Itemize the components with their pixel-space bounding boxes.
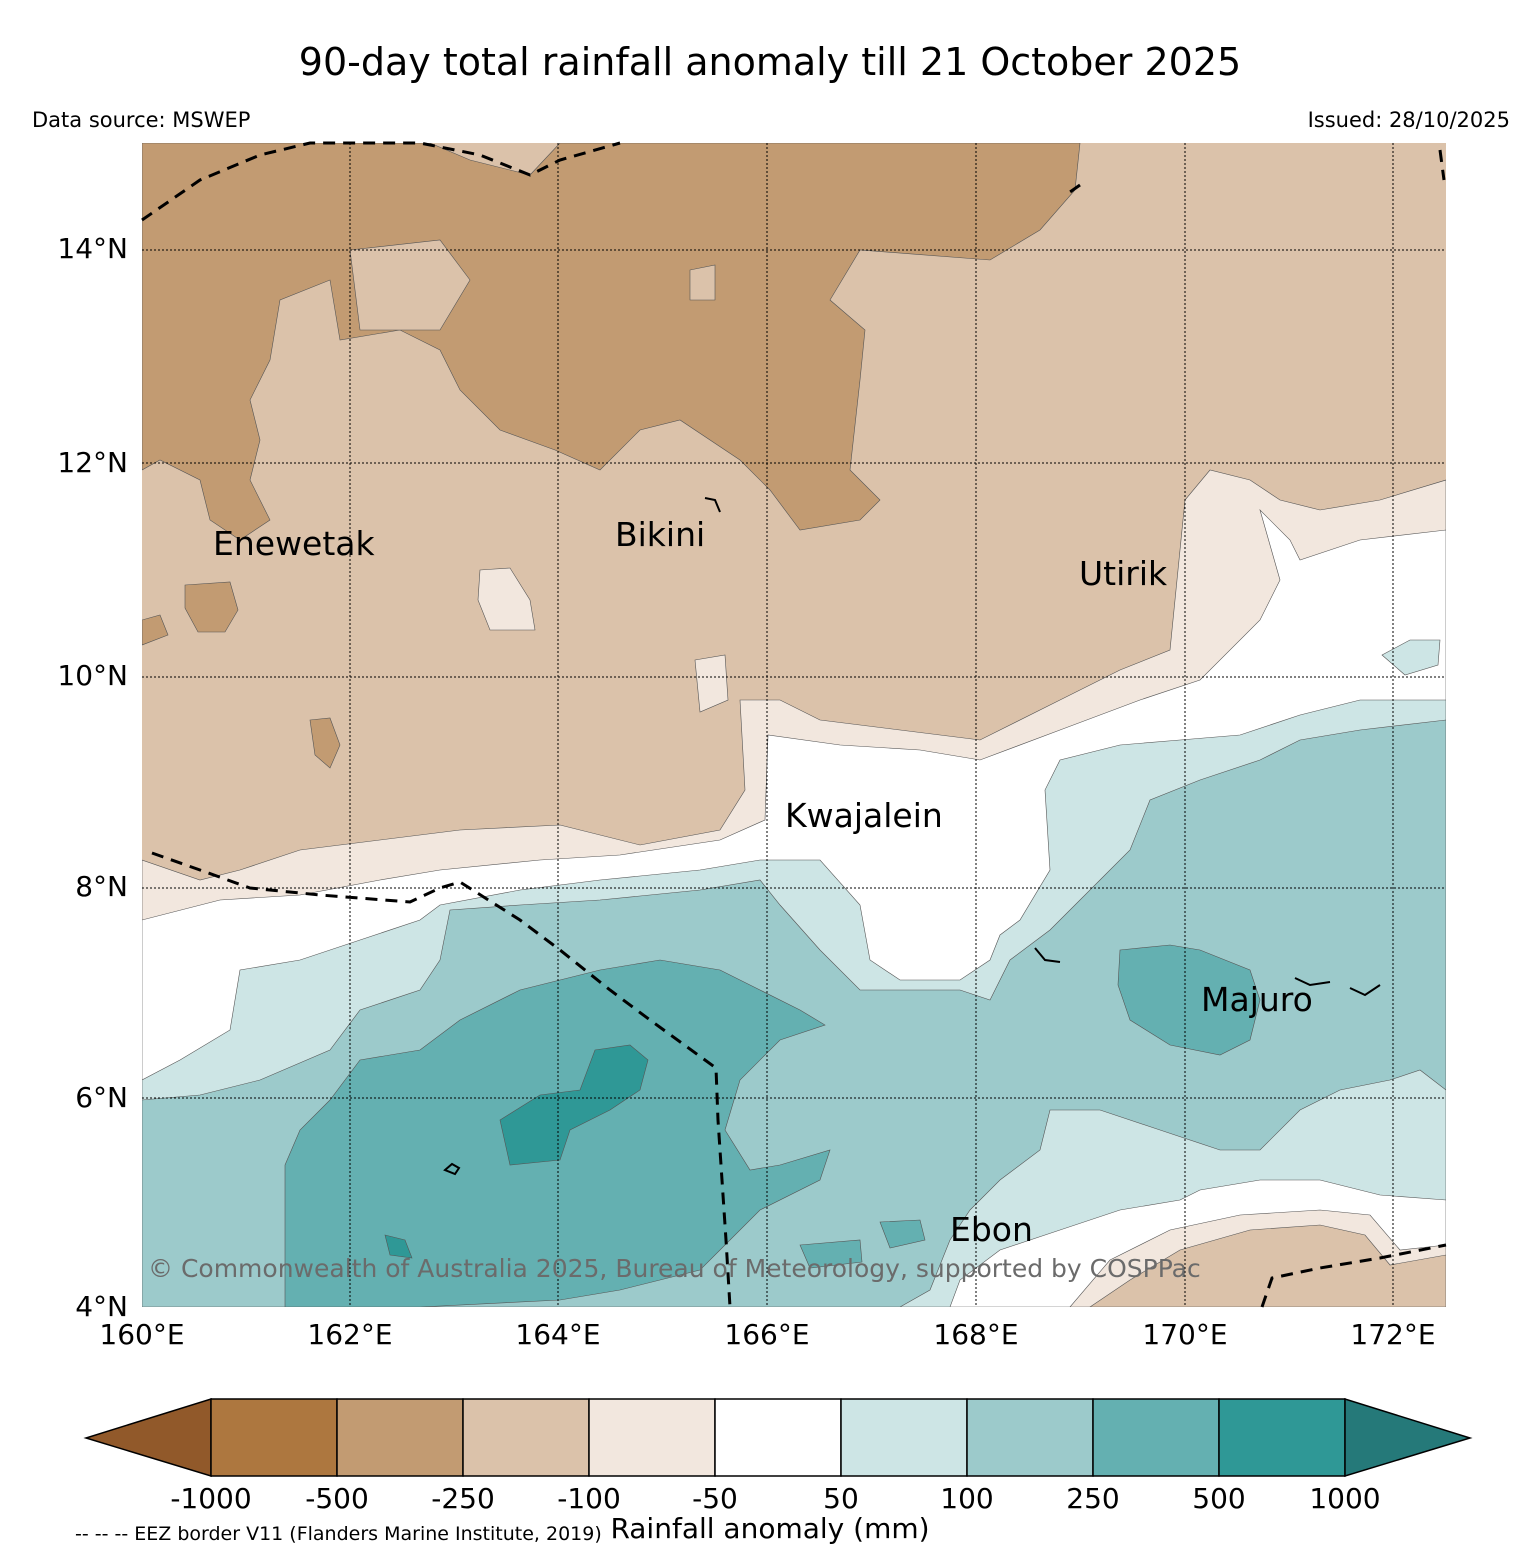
lon-label: 162°E xyxy=(307,1318,393,1351)
chart-title: 90-day total rainfall anomaly till 21 Oc… xyxy=(298,40,1242,84)
lon-label: 166°E xyxy=(724,1318,810,1351)
place-label-enewetak: Enewetak xyxy=(213,524,375,563)
anomaly-band-pos250-pos500 xyxy=(799,1239,863,1269)
colorbar xyxy=(83,1397,1473,1478)
anomaly-band-neg250-neg100 xyxy=(689,264,716,301)
anomaly-band-neg500-neg250 xyxy=(142,614,169,646)
place-label-ebon: Ebon xyxy=(950,1210,1033,1249)
colorbar-tick: -50 xyxy=(692,1482,738,1515)
lon-label: 164°E xyxy=(515,1318,601,1351)
colorbar-swatch xyxy=(966,1398,1094,1477)
colorbar-tick: -500 xyxy=(305,1482,369,1515)
lat-label: 6°N xyxy=(75,1081,128,1114)
data-source-note: Data source: MSWEP xyxy=(32,108,251,132)
lon-label: 170°E xyxy=(1142,1318,1228,1351)
place-label-bikini: Bikini xyxy=(615,515,706,554)
colorbar-swatch xyxy=(462,1398,590,1477)
anomaly-band-neg500-neg250 xyxy=(184,581,239,633)
colorbar-tick: -100 xyxy=(557,1482,621,1515)
place-label-kwajalein: Kwajalein xyxy=(785,796,943,835)
anomaly-band-neg250-neg100 xyxy=(349,239,471,331)
colorbar-tick: -250 xyxy=(431,1482,495,1515)
anomaly-band-neg250-neg100 xyxy=(1089,1224,1446,1307)
anomaly-band-pos500-pos1000 xyxy=(499,1044,649,1166)
lat-label: 14°N xyxy=(57,232,128,265)
anomaly-band-neg100-neg50 xyxy=(694,654,729,713)
colorbar-swatch xyxy=(714,1398,842,1477)
anomaly-band-pos250-pos500 xyxy=(879,1219,926,1249)
colorbar-swatch xyxy=(1092,1398,1220,1477)
colorbar-extend-high xyxy=(1344,1397,1473,1478)
lon-label: 172°E xyxy=(1350,1318,1436,1351)
colorbar-swatch xyxy=(210,1398,338,1477)
place-label-utirik: Utirik xyxy=(1079,554,1168,593)
anomaly-band-pos500-pos1000 xyxy=(384,1234,413,1259)
colorbar-tick: 100 xyxy=(940,1482,994,1515)
colorbar-extend-low xyxy=(83,1397,212,1478)
colorbar-swatch xyxy=(1218,1398,1346,1477)
lat-label: 12°N xyxy=(57,446,128,479)
lon-label: 160°E xyxy=(99,1318,185,1351)
lat-label: 4°N xyxy=(75,1290,128,1323)
colorbar-swatch xyxy=(588,1398,716,1477)
anomaly-band-neg100-neg50 xyxy=(477,567,536,631)
anomaly-band-pos250-pos500 xyxy=(1117,944,1261,1056)
colorbar-tick: -1000 xyxy=(170,1482,252,1515)
copyright-note: © Commonwealth of Australia 2025, Bureau… xyxy=(148,1254,1201,1283)
colorbar-swatch xyxy=(840,1398,968,1477)
rainfall-anomaly-field xyxy=(142,143,1446,1307)
place-label-majuro: Majuro xyxy=(1201,980,1313,1019)
anomaly-band-neg500-neg250 xyxy=(142,143,1081,541)
colorbar-label: Rainfall anomaly (mm) xyxy=(610,1512,930,1545)
colorbar-tick: 1000 xyxy=(1309,1482,1381,1515)
colorbar-tick: 250 xyxy=(1066,1482,1120,1515)
anomaly-band-pos50-pos100 xyxy=(1381,639,1441,676)
issued-date: Issued: 28/10/2025 xyxy=(1307,108,1510,132)
anomaly-band-neg500-neg250 xyxy=(309,717,341,769)
lat-label: 10°N xyxy=(57,659,128,692)
lat-lon-grid xyxy=(142,143,1446,1307)
lon-label: 168°E xyxy=(933,1318,1019,1351)
eez-border xyxy=(141,141,1447,1308)
colorbar-tick: 50 xyxy=(823,1482,859,1515)
colorbar-tick: 500 xyxy=(1192,1482,1246,1515)
eez-legend-note: -- -- -- EEZ border V11 (Flanders Marine… xyxy=(75,1523,602,1545)
lat-label: 8°N xyxy=(75,870,128,903)
colorbar-swatch xyxy=(336,1398,464,1477)
island-outlines xyxy=(443,497,1381,1176)
